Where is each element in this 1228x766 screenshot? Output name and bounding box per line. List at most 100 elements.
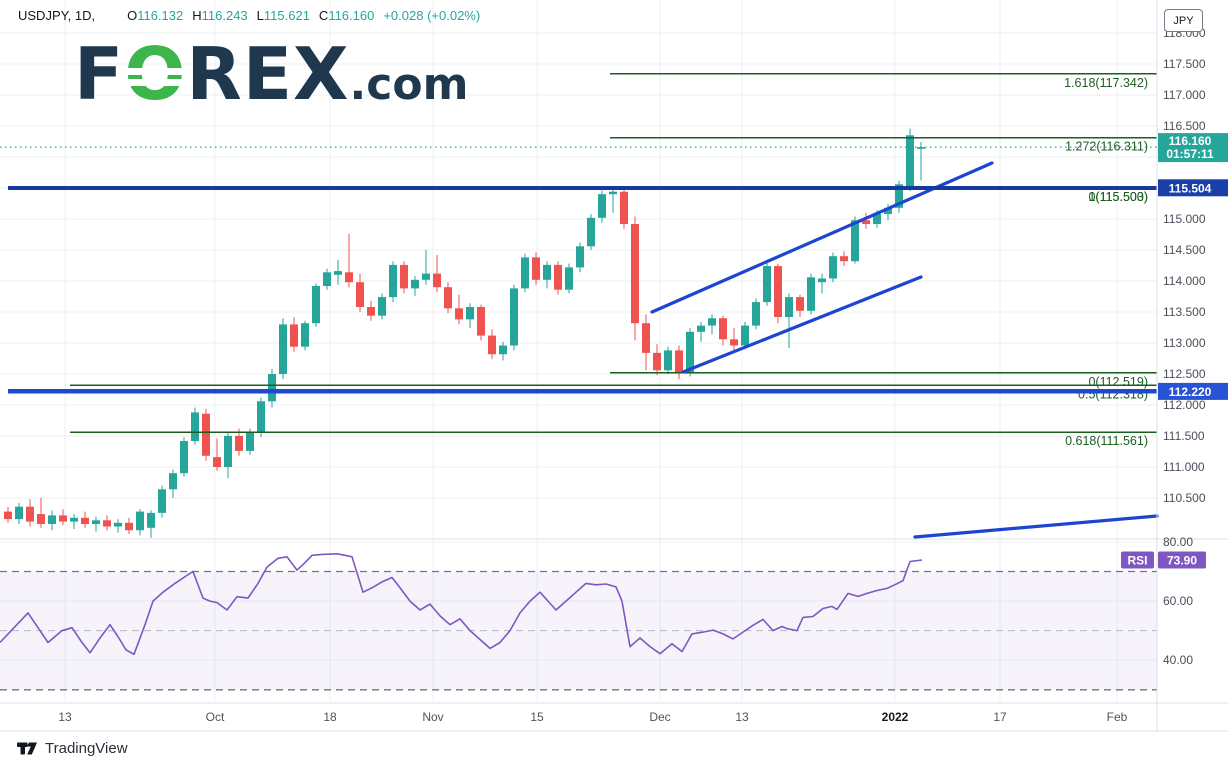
- candle-body: [818, 278, 826, 283]
- candle-body: [81, 517, 89, 524]
- candle-body: [741, 325, 749, 346]
- candle-body: [279, 324, 287, 374]
- candle-body: [576, 246, 584, 268]
- price-axis-label: 110.500: [1163, 491, 1206, 505]
- fib-level-label: 1(115.503): [1088, 190, 1148, 204]
- price-axis-label: 115.000: [1163, 212, 1206, 226]
- candle-body: [169, 473, 177, 490]
- fib-level-label: 0.618(111.561): [1065, 434, 1148, 448]
- time-axis-label: Nov: [422, 710, 443, 724]
- currency-button[interactable]: JPY: [1164, 9, 1203, 32]
- candle-body: [191, 412, 199, 441]
- candle-body: [752, 302, 760, 326]
- candle-body: [862, 220, 870, 224]
- candle-body: [532, 257, 540, 280]
- time-grid: [64, 0, 1118, 701]
- rsi-axis-label: 80.00: [1163, 535, 1193, 549]
- candle-body: [895, 184, 903, 208]
- logo-o-stripe: [121, 67, 189, 75]
- candle-body: [774, 266, 782, 317]
- candle-body: [400, 264, 408, 289]
- candle-body: [411, 279, 419, 289]
- candle-body: [598, 194, 606, 218]
- candle-body: [763, 266, 771, 303]
- ohlc-close: C116.160: [318, 8, 375, 23]
- price-axis-scale[interactable]: [1157, 32, 1228, 703]
- candle-body: [246, 432, 254, 451]
- symbol-legend: USDJPY, 1D, O116.132 H116.243 L115.621 C…: [18, 8, 480, 23]
- candle-body: [180, 441, 188, 474]
- rsi-value-badge: [1158, 551, 1206, 569]
- tradingview-brand: TradingView: [45, 740, 128, 757]
- time-axis-label: Feb: [1107, 710, 1128, 724]
- candle-body: [510, 288, 518, 346]
- candle-body: [554, 264, 562, 290]
- candle-body: [587, 217, 595, 247]
- rsi-study: [0, 552, 1157, 691]
- candle-body: [235, 436, 243, 451]
- rsi-pane[interactable]: [0, 539, 1157, 703]
- candle-body: [917, 147, 925, 149]
- tradingview-logo-icon: [17, 741, 38, 756]
- ray-price-badge: [1158, 179, 1228, 197]
- candle-body: [103, 520, 111, 527]
- time-axis-label: Oct: [206, 710, 225, 724]
- price-axis-label: 117.500: [1163, 57, 1206, 71]
- candle-body: [147, 512, 155, 528]
- tradingview-attribution[interactable]: TradingView: [17, 740, 128, 757]
- candle-body: [521, 257, 529, 289]
- long-term-trendline: [913, 514, 1159, 539]
- candle-body: [4, 511, 12, 520]
- price-axis-labels: 118.000117.500117.000116.500116.000115.5…: [1163, 26, 1206, 667]
- candle-body: [37, 514, 45, 524]
- time-axis-scale[interactable]: [0, 703, 1157, 731]
- ray-price-badge-value: 112.220: [1169, 385, 1212, 399]
- candle-body: [290, 324, 298, 347]
- fib-level-label: 1.618(117.342): [1064, 76, 1148, 90]
- candle-body: [653, 352, 661, 371]
- last-price-badge-value: 116.160: [1169, 134, 1212, 148]
- horizontal-rays: [8, 185, 1157, 394]
- channel-lower: [681, 275, 923, 374]
- logo-letter-o: O: [121, 38, 189, 110]
- logo-letters-rex: REX: [186, 32, 350, 116]
- candle-body: [642, 323, 650, 353]
- forex-logo: FOREX.com: [74, 38, 468, 110]
- time-axis-label: 13: [735, 710, 749, 724]
- candle-body: [631, 224, 639, 324]
- candle-body: [114, 522, 122, 527]
- candle-body: [158, 489, 166, 513]
- candle-body: [70, 517, 78, 522]
- candle-body: [224, 436, 232, 467]
- time-axis-label: 2022: [882, 710, 909, 724]
- price-axis-label: 114.000: [1163, 274, 1206, 288]
- candle-body: [829, 256, 837, 279]
- rsi-axis-label: 60.00: [1163, 594, 1193, 608]
- candle-body: [433, 273, 441, 288]
- ohlc-low: L115.621: [256, 8, 310, 23]
- candle-body: [202, 413, 210, 456]
- candle-body: [609, 191, 617, 195]
- candle-body: [697, 325, 705, 332]
- candle-body: [92, 520, 100, 524]
- candle-body: [873, 214, 881, 224]
- symbol-title[interactable]: USDJPY, 1D,: [18, 8, 96, 23]
- time-axis-label: 15: [530, 710, 544, 724]
- fib-level-label: 1.272(116.311): [1065, 140, 1148, 154]
- candle-body: [48, 515, 56, 524]
- price-axis-label: 112.500: [1163, 367, 1206, 381]
- candle-body: [455, 308, 463, 320]
- logo-letter-f: F: [74, 32, 125, 116]
- candle-body: [301, 323, 309, 347]
- candle-body: [499, 345, 507, 355]
- candle-body: [15, 506, 23, 520]
- candle-body: [708, 318, 716, 326]
- candle-body: [785, 297, 793, 317]
- price-axis-label: 116.500: [1163, 119, 1206, 133]
- candle-body: [356, 282, 364, 307]
- candle-body: [378, 297, 386, 316]
- candle-body: [543, 264, 551, 280]
- candle-body: [477, 307, 485, 336]
- candle-body: [466, 307, 474, 320]
